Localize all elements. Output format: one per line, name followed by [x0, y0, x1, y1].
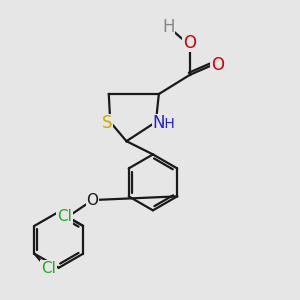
Text: ·H: ·H [161, 117, 176, 131]
Text: Cl: Cl [41, 261, 56, 276]
Text: O: O [87, 193, 99, 208]
Text: O: O [211, 56, 224, 74]
Text: Cl: Cl [57, 209, 72, 224]
Text: N: N [153, 115, 165, 133]
Text: S: S [102, 115, 112, 133]
Text: H: H [162, 18, 175, 36]
Text: O: O [183, 34, 196, 52]
